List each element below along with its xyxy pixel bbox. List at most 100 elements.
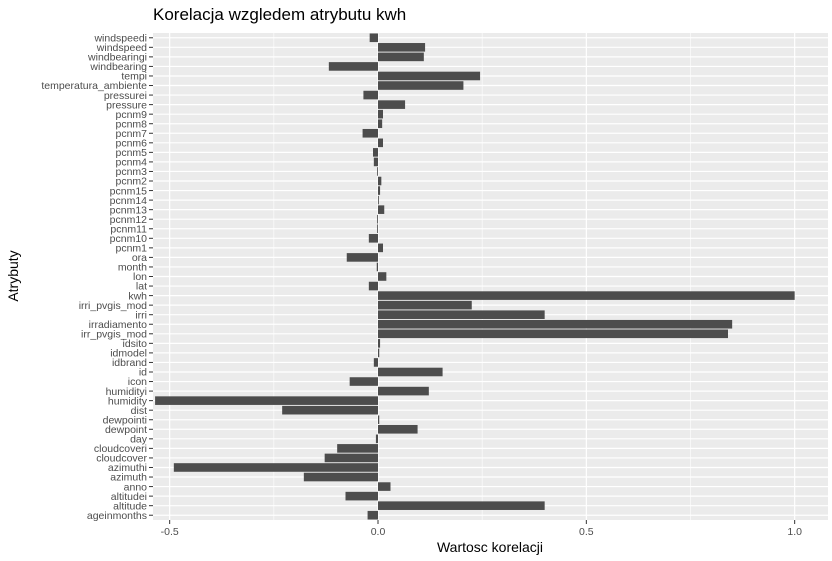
bar-pcnm12 bbox=[377, 214, 378, 224]
x-tick-label: 0.5 bbox=[579, 526, 594, 538]
bar-pcnm1 bbox=[378, 243, 383, 253]
y-tick-label: pcnm14 bbox=[110, 195, 148, 207]
y-tick-label: pcnm10 bbox=[110, 233, 148, 245]
bar-irri_pvgis_mod bbox=[378, 300, 472, 310]
bar-pcnm3 bbox=[377, 167, 378, 176]
y-tick-label: kwh bbox=[128, 290, 147, 302]
bar-pcnm15 bbox=[378, 186, 381, 195]
y-tick-label: irri_pvgis_mod bbox=[79, 300, 147, 312]
y-tick-label: pressurei bbox=[104, 90, 147, 102]
bar-windspeedi bbox=[369, 33, 378, 43]
bar-month bbox=[376, 262, 378, 272]
y-tick-label: cloudcoveri bbox=[94, 443, 147, 455]
y-tick-label: pcnm8 bbox=[115, 118, 147, 130]
y-tick-label: azimuthi bbox=[108, 462, 147, 474]
y-tick-label: windspeed bbox=[96, 42, 147, 54]
bar-pcnm8 bbox=[378, 119, 383, 129]
y-tick-label: pcnm2 bbox=[115, 176, 147, 188]
bar-pcnm5 bbox=[373, 148, 378, 157]
bars-group bbox=[155, 33, 795, 520]
bar-idmodel bbox=[378, 348, 380, 358]
y-tick-label: humidityi bbox=[106, 386, 147, 398]
bar-pcnm10 bbox=[368, 234, 378, 243]
y-tick-label: dist bbox=[131, 405, 147, 417]
y-tick-label: pcnm7 bbox=[115, 128, 147, 140]
y-tick-label: pcnm4 bbox=[115, 157, 147, 169]
y-tick-label: dewpointi bbox=[103, 414, 147, 426]
y-tick-label: idsito bbox=[122, 338, 147, 350]
y-tick-label: dewpoint bbox=[105, 424, 147, 436]
bar-pcnm2 bbox=[378, 176, 382, 186]
y-tick-label: pcnm9 bbox=[115, 109, 147, 121]
y-tick-label: temperatura_ambiente bbox=[41, 80, 147, 92]
bar-azimuthi bbox=[173, 463, 378, 472]
bar-altitudei bbox=[345, 491, 378, 501]
y-tick-label: pcnm13 bbox=[110, 204, 148, 216]
y-tick-label: month bbox=[118, 262, 147, 274]
bar-humidity bbox=[155, 396, 378, 405]
y-tick-label: pressure bbox=[106, 99, 147, 111]
y-tick-label: icon bbox=[128, 376, 147, 388]
y-tick-label: ageinmonths bbox=[87, 510, 147, 522]
bar-cloudcoveri bbox=[337, 444, 378, 453]
bar-day bbox=[375, 434, 378, 444]
y-tick-label: irri bbox=[135, 309, 147, 321]
y-tick-label: windbearingi bbox=[87, 52, 147, 64]
y-tick-label: pcnm11 bbox=[110, 223, 147, 235]
bar-pressurei bbox=[363, 90, 378, 100]
bar-pcnm4 bbox=[373, 157, 378, 167]
bar-tempi bbox=[378, 71, 481, 81]
bar-temperatura_ambiente bbox=[378, 81, 464, 90]
y-tick-label: irradiamento bbox=[89, 319, 148, 331]
y-tick-label: pcnm6 bbox=[115, 138, 147, 150]
bar-irri bbox=[378, 310, 545, 319]
bar-idbrand bbox=[373, 358, 378, 367]
bar-pcnm14 bbox=[378, 195, 379, 205]
bar-pcnm7 bbox=[362, 128, 378, 138]
y-tick-label: windspeedi bbox=[93, 32, 147, 44]
bar-pressure bbox=[378, 100, 406, 109]
bar-irradiamento bbox=[378, 319, 733, 329]
y-tick-label: windbearing bbox=[89, 61, 147, 73]
bar-dist bbox=[282, 405, 378, 415]
bar-pcnm13 bbox=[378, 205, 385, 214]
y-tick-label: pcnm3 bbox=[115, 166, 147, 178]
y-tick-label: cloudcover bbox=[96, 453, 147, 465]
bar-windbearingi bbox=[378, 52, 424, 62]
bar-pcnm9 bbox=[378, 109, 383, 119]
bar-windbearing bbox=[328, 62, 378, 71]
y-tick-label: pcnm1 bbox=[115, 243, 147, 255]
bar-dewpoint bbox=[378, 424, 418, 434]
bar-windspeed bbox=[378, 43, 426, 52]
y-tick-label: azimuth bbox=[110, 472, 147, 484]
x-tick-label: -0.5 bbox=[161, 526, 179, 538]
bar-azimuth bbox=[303, 472, 378, 482]
y-tick-label: ora bbox=[132, 252, 147, 264]
bar-altitude bbox=[378, 501, 545, 510]
y-tick-label: id bbox=[139, 367, 147, 379]
y-tick-label: altitudei bbox=[111, 491, 147, 503]
bar-ageinmonths bbox=[367, 510, 378, 520]
y-tick-label: irr_pvgis_mod bbox=[81, 328, 147, 340]
bar-humidityi bbox=[378, 386, 429, 396]
y-tick-label: day bbox=[130, 434, 148, 446]
y-tick-label: pcnm12 bbox=[110, 214, 148, 226]
y-tick-label: altitude bbox=[113, 500, 147, 512]
y-tick-label: idbrand bbox=[112, 357, 147, 369]
chart-title: Korelacja wzgledem atrybutu kwh bbox=[153, 5, 406, 24]
bar-cloudcover bbox=[324, 453, 378, 463]
bar-dewpointi bbox=[378, 415, 380, 425]
y-axis-title: Atrybuty bbox=[5, 250, 21, 301]
bar-ora bbox=[346, 253, 378, 262]
bar-pcnm11 bbox=[377, 224, 378, 234]
bar-anno bbox=[378, 482, 391, 491]
y-tick-label: pcnm5 bbox=[115, 147, 147, 159]
bar-irr_pvgis_mod bbox=[378, 329, 728, 339]
y-tick-label: tempi bbox=[121, 71, 147, 83]
bar-lon bbox=[378, 272, 387, 281]
x-axis-title: Wartosc korelacji bbox=[437, 539, 543, 555]
y-tick-label: lat bbox=[136, 281, 147, 293]
bar-idsito bbox=[378, 339, 381, 348]
y-axis: windspeediwindspeedwindbearingiwindbeari… bbox=[41, 32, 153, 522]
